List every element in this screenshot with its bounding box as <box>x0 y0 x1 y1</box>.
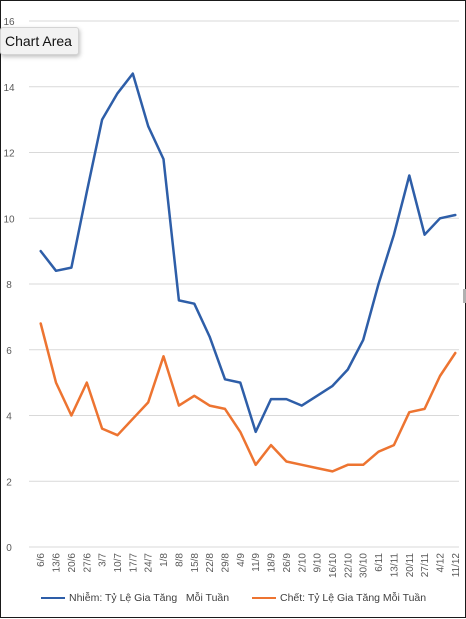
x-tick-label: 2/10 <box>297 553 308 573</box>
x-tick-label: 26/9 <box>282 553 293 573</box>
y-tick-label: 0 <box>6 543 12 554</box>
x-tick-label: 9/10 <box>313 553 324 573</box>
legend-item-deaths: Chết: Tỷ Lệ Gia Tăng Mỗi Tuần <box>252 592 426 604</box>
series-line-deaths[interactable] <box>39 322 457 473</box>
y-tick-label: 6 <box>6 346 12 357</box>
x-tick-label: 24/7 <box>144 553 155 573</box>
x-tick-label: 6/11 <box>374 553 385 572</box>
x-tick-label: 16/10 <box>328 553 339 578</box>
x-tick-label: 29/8 <box>220 553 231 573</box>
y-tick-label: 2 <box>6 477 12 488</box>
x-tick-label: 17/7 <box>128 553 139 573</box>
y-tick-label: 12 <box>3 149 15 160</box>
x-tick-label: 11/9 <box>251 553 262 572</box>
resize-handle[interactable] <box>463 289 466 303</box>
x-tick-label: 20/11 <box>405 553 416 578</box>
legend-swatch-deaths <box>252 597 276 599</box>
x-tick-label: 8/8 <box>174 553 185 567</box>
x-tick-label: 18/9 <box>267 553 278 573</box>
x-tick-label: 4/12 <box>435 553 446 573</box>
x-tick-label: 20/6 <box>67 553 78 573</box>
x-tick-label: 11/12 <box>451 553 462 578</box>
y-tick-label: 4 <box>6 412 12 423</box>
x-tick-label: 22/10 <box>343 553 354 578</box>
series-line-infections[interactable] <box>39 72 457 434</box>
chart-area-tooltip: Chart Area <box>0 27 79 55</box>
x-tick-label: 30/10 <box>359 553 370 578</box>
legend-label-infections: Nhiễm: Tỷ Lệ Gia Tăng Mỗi Tuần <box>69 592 230 604</box>
x-tick-label: 6/6 <box>36 553 47 567</box>
y-tick-label: 8 <box>6 280 12 291</box>
x-tick-label: 1/8 <box>159 553 170 567</box>
x-tick-label: 4/9 <box>236 553 247 567</box>
x-tick-label: 27/6 <box>82 553 93 573</box>
x-tick-label: 13/11 <box>389 553 400 578</box>
legend-swatch-infections <box>41 597 65 599</box>
legend-label-deaths: Chết: Tỷ Lệ Gia Tăng Mỗi Tuần <box>280 592 427 604</box>
x-tick-label: 27/11 <box>420 553 431 578</box>
y-tick-label: 10 <box>3 214 15 225</box>
legend-item-infections: Nhiễm: Tỷ Lệ Gia Tăng Mỗi Tuần <box>41 592 229 604</box>
x-tick-label: 15/8 <box>190 553 201 573</box>
x-tick-label: 10/7 <box>113 553 124 573</box>
legend: Nhiễm: Tỷ Lệ Gia Tăng Mỗi Tuần Chết: Tỷ … <box>1 592 466 612</box>
x-tick-label: 13/6 <box>52 553 63 573</box>
x-tick-label: 22/8 <box>205 553 216 573</box>
y-tick-label: 16 <box>3 17 15 28</box>
y-tick-label: 14 <box>3 83 15 94</box>
x-tick-label: 3/7 <box>98 553 109 567</box>
